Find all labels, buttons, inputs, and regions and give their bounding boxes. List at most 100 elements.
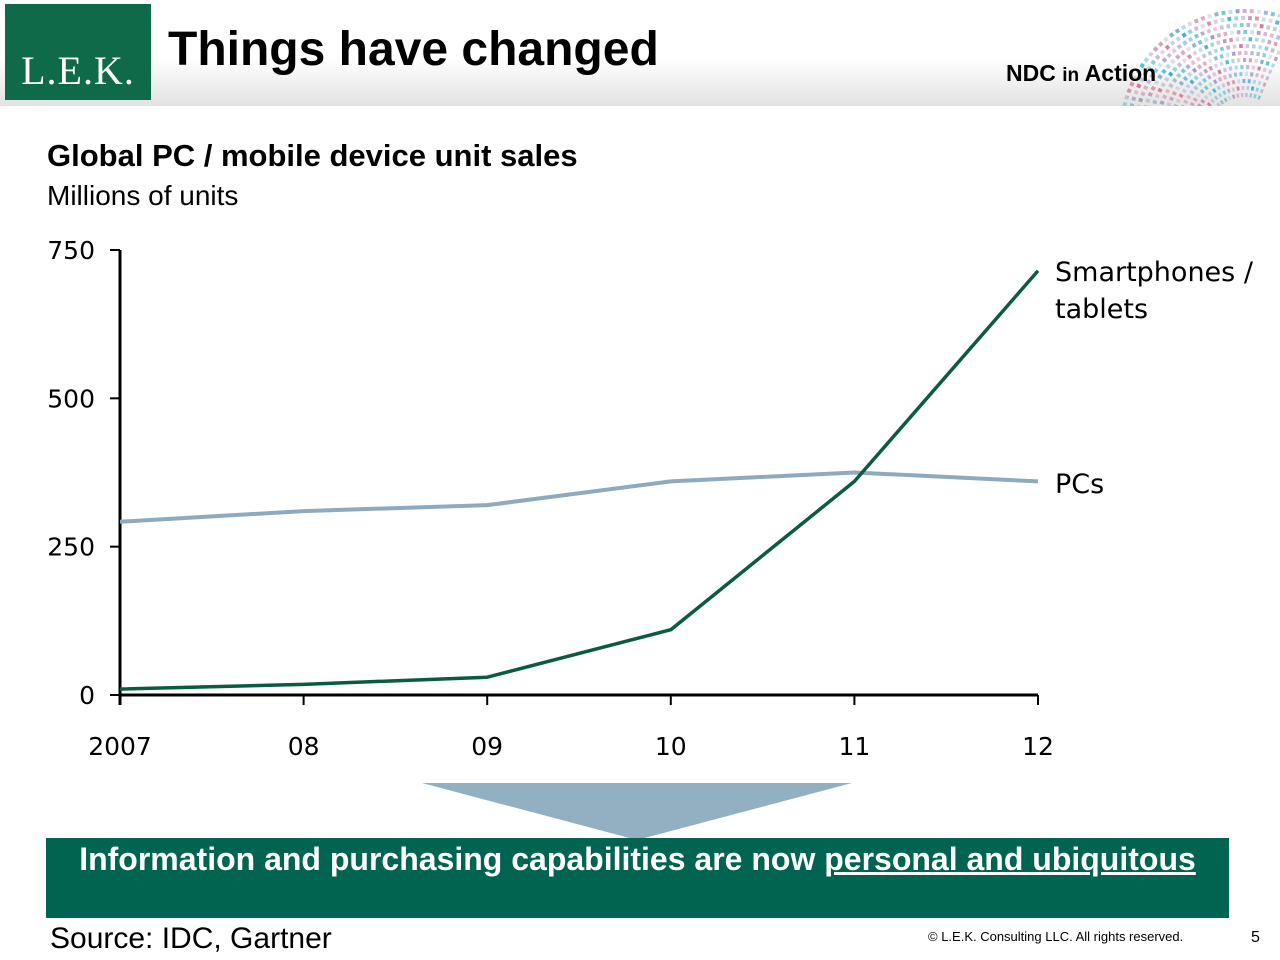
arc-segment [1175,98,1181,104]
arc-segment [1138,97,1144,103]
arc-segment [1166,52,1172,59]
arc-segment [1122,101,1128,106]
arc-segment [1157,62,1163,68]
arc-segment [1208,65,1214,71]
ndc-brand-suffix: Action [1084,60,1157,86]
arc-segment [1265,61,1270,66]
arc-segment [1172,77,1178,84]
arc-segment [1270,11,1276,17]
arc-segment [1276,50,1280,56]
arc-segment [1226,81,1231,86]
arc-segment [1202,77,1207,83]
arc-segment [1231,79,1236,85]
arc-segment [1168,71,1174,77]
arc-segment [1259,88,1264,94]
arc-segment [1139,77,1145,83]
x-tick-label: 10 [655,732,687,761]
arc-segment [1198,71,1204,77]
arc-segment [1129,81,1135,87]
arc-segment [1175,85,1181,91]
lek-logo: L.E.K. [5,4,151,100]
series-line [119,269,1040,691]
arc-segment [1186,53,1193,60]
arc-segment [1228,37,1234,43]
arc-segment [1213,95,1219,101]
arc-segment [1211,88,1217,94]
x-tick-label: 2007 [88,732,152,761]
arc-segment [1262,67,1267,73]
series-line [119,470,1039,524]
arc-segment [1154,54,1161,60]
y-tick-label: 0 [79,681,95,710]
arc-segment [1145,98,1151,103]
arc-segment [1152,46,1159,52]
arc-segment [1203,85,1209,91]
arc-segment [1152,99,1158,105]
arc-segment [1217,92,1223,98]
arc-segment [1164,44,1171,51]
arc-segment [1207,50,1213,56]
arc-segment [1153,79,1160,86]
arc-segment [1263,31,1268,37]
arc-segment [1200,30,1206,37]
arc-segment [1187,29,1193,35]
arc-segment [1219,46,1225,52]
arc-segment [1181,57,1187,64]
arc-segment [1259,24,1264,29]
arc-segment [1193,18,1199,24]
arc-segment [1273,56,1279,62]
arc-segment [1207,13,1213,19]
arc-segment [1257,95,1262,100]
ndc-brand-middle: in [1062,65,1080,86]
arc-segment [1226,88,1231,94]
arc-segment [1212,79,1218,85]
copyright-note: © L.E.K. Consulting LLC. All rights rese… [928,929,1184,944]
down-arrow-icon [422,783,852,840]
arc-segment [1195,56,1201,62]
arc-segment [1206,28,1212,34]
arc-segment [1197,39,1203,45]
arc-segment [1154,93,1160,99]
arc-segment [1256,51,1261,57]
arc-segment [1181,32,1187,38]
y-tick-label: 750 [47,236,95,265]
arc-segment [1180,24,1187,30]
arc-segment [1129,102,1135,106]
arc-segment [1159,49,1166,55]
arc-segment [1186,94,1192,100]
arc-segment [1126,88,1132,94]
arc-segment [1164,76,1170,82]
arc-segment [1168,32,1175,38]
arc-segment [1192,97,1198,102]
arc-segment [1160,82,1166,88]
arc-segment [1259,59,1264,65]
arc-segment [1132,75,1138,81]
arc-segment [1216,102,1221,106]
arc-segment [1187,21,1193,27]
arc-segment [1147,91,1153,97]
arc-segment [1192,50,1198,56]
x-tick-label: 12 [1022,732,1054,761]
arc-segment [1212,26,1218,32]
arc-segment [1175,54,1181,60]
arc-segment [1136,104,1142,106]
arc-segment [1216,40,1221,46]
arc-segment [1217,76,1223,82]
arc-segment [1193,33,1200,39]
arc-segment [1257,80,1262,86]
arc-segment [1201,53,1207,59]
arc-segment [1228,73,1233,79]
arc-segment [1187,71,1193,77]
arc-segment [1189,89,1195,95]
arc-segment [1222,67,1228,73]
arc-segment [1219,25,1224,30]
arc-segment [1171,48,1177,54]
arc-segment [1222,74,1228,80]
arc-segment [1148,51,1154,58]
arc-segment [1150,85,1156,91]
arc-segment [1216,32,1222,38]
arc-segment [1150,59,1156,66]
arc-segment [1269,33,1275,38]
conclusion-banner: Information and purchasing capabilities … [46,838,1229,918]
arc-segment [1178,93,1184,99]
